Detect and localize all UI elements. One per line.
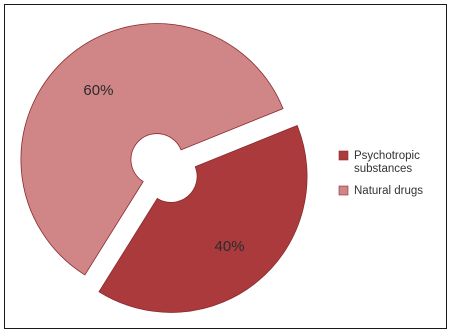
legend-swatch-natural-drugs bbox=[338, 185, 349, 196]
chart-frame: 40% 60% Psychotropic substances Natural dru… bbox=[4, 4, 447, 329]
legend-label-psychotropic-substances: Psychotropic bbox=[354, 150, 420, 162]
pie-slices: 40% 60% bbox=[20, 23, 308, 313]
legend-label-psychotropic-substances: substances bbox=[354, 163, 412, 175]
legend-swatch-psychotropic-substances bbox=[338, 150, 349, 161]
legend-label-natural-drugs: Natural drugs bbox=[354, 185, 423, 197]
slice-label-psychotropic-substances: 40% bbox=[215, 238, 245, 255]
slice-label-natural-drugs: 60% bbox=[83, 82, 113, 99]
pie-slice-psychotropic-substances bbox=[98, 124, 308, 313]
pie-slice-natural-drugs bbox=[20, 23, 284, 276]
